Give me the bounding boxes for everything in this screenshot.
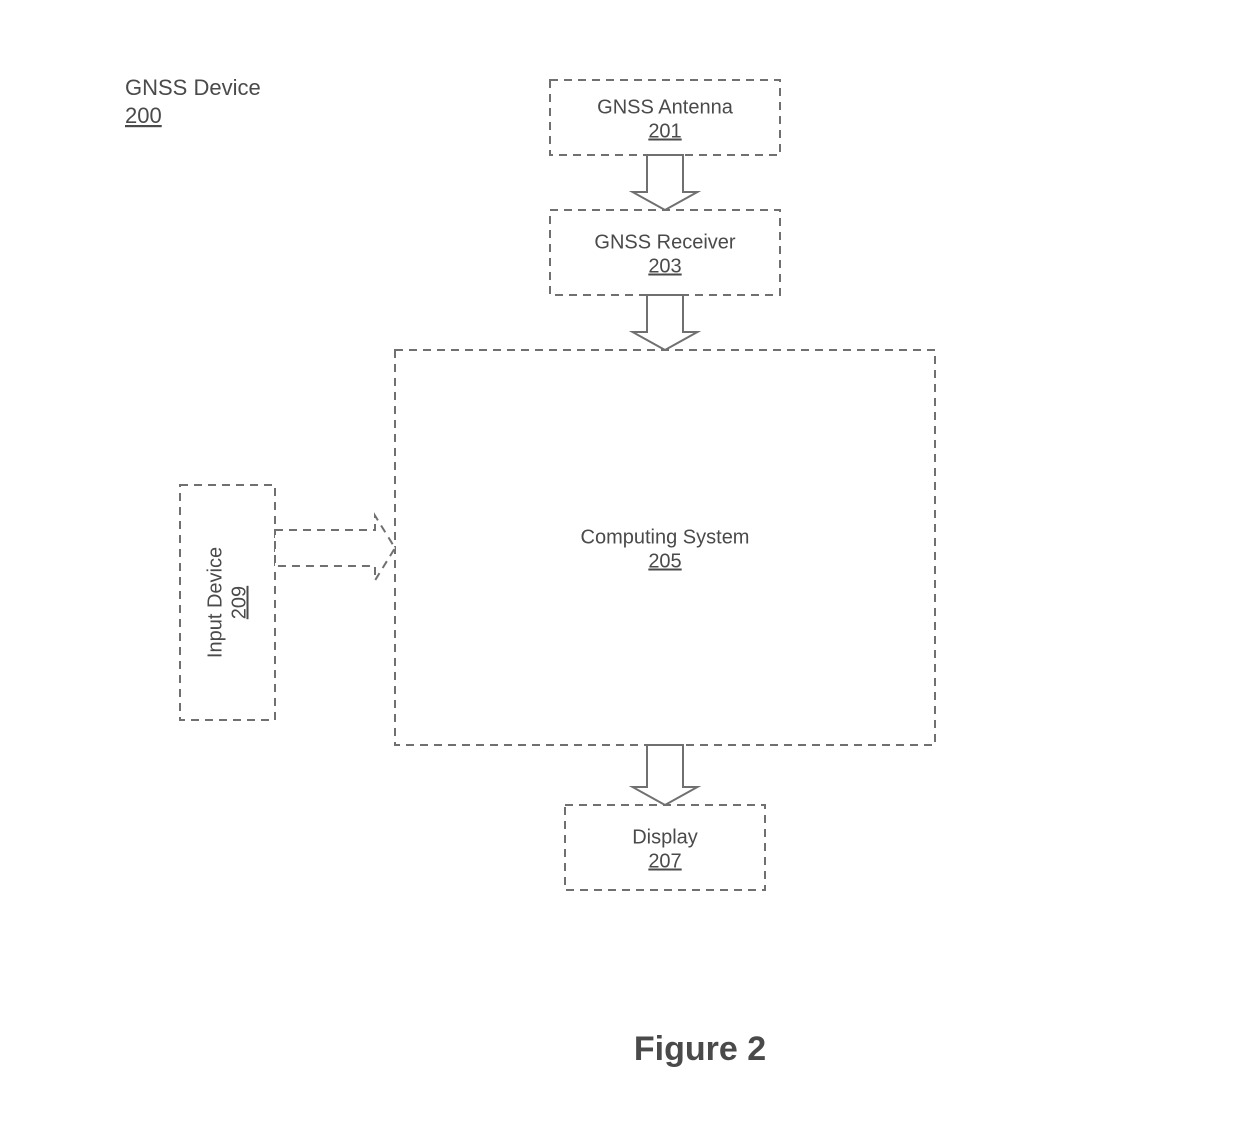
node-antenna-ref: 201 xyxy=(648,121,681,143)
node-antenna-label: GNSS Antenna xyxy=(597,97,734,119)
arrow-icon xyxy=(275,516,395,581)
node-display-label: Display xyxy=(632,827,698,849)
arrow-icon xyxy=(633,295,698,350)
arrow-icon xyxy=(633,745,698,805)
node-receiver-ref: 203 xyxy=(648,256,681,278)
node-computing-label: Computing System xyxy=(581,527,750,549)
figure-caption: Figure 2 xyxy=(634,1030,766,1068)
node-computing-ref: 205 xyxy=(648,551,681,573)
group-title: GNSS Device xyxy=(125,75,261,100)
arrow-icon xyxy=(633,155,698,210)
node-display-ref: 207 xyxy=(648,851,681,873)
node-receiver-label: GNSS Receiver xyxy=(594,232,735,254)
node-input-label: Input Device xyxy=(205,547,227,658)
node-input xyxy=(180,485,275,720)
diagram-canvas: GNSS Device 200 GNSS Antenna201 GNSS Receiv… xyxy=(0,0,1240,1123)
node-input-ref: 209 xyxy=(229,586,251,619)
group-ref: 200 xyxy=(125,103,162,128)
